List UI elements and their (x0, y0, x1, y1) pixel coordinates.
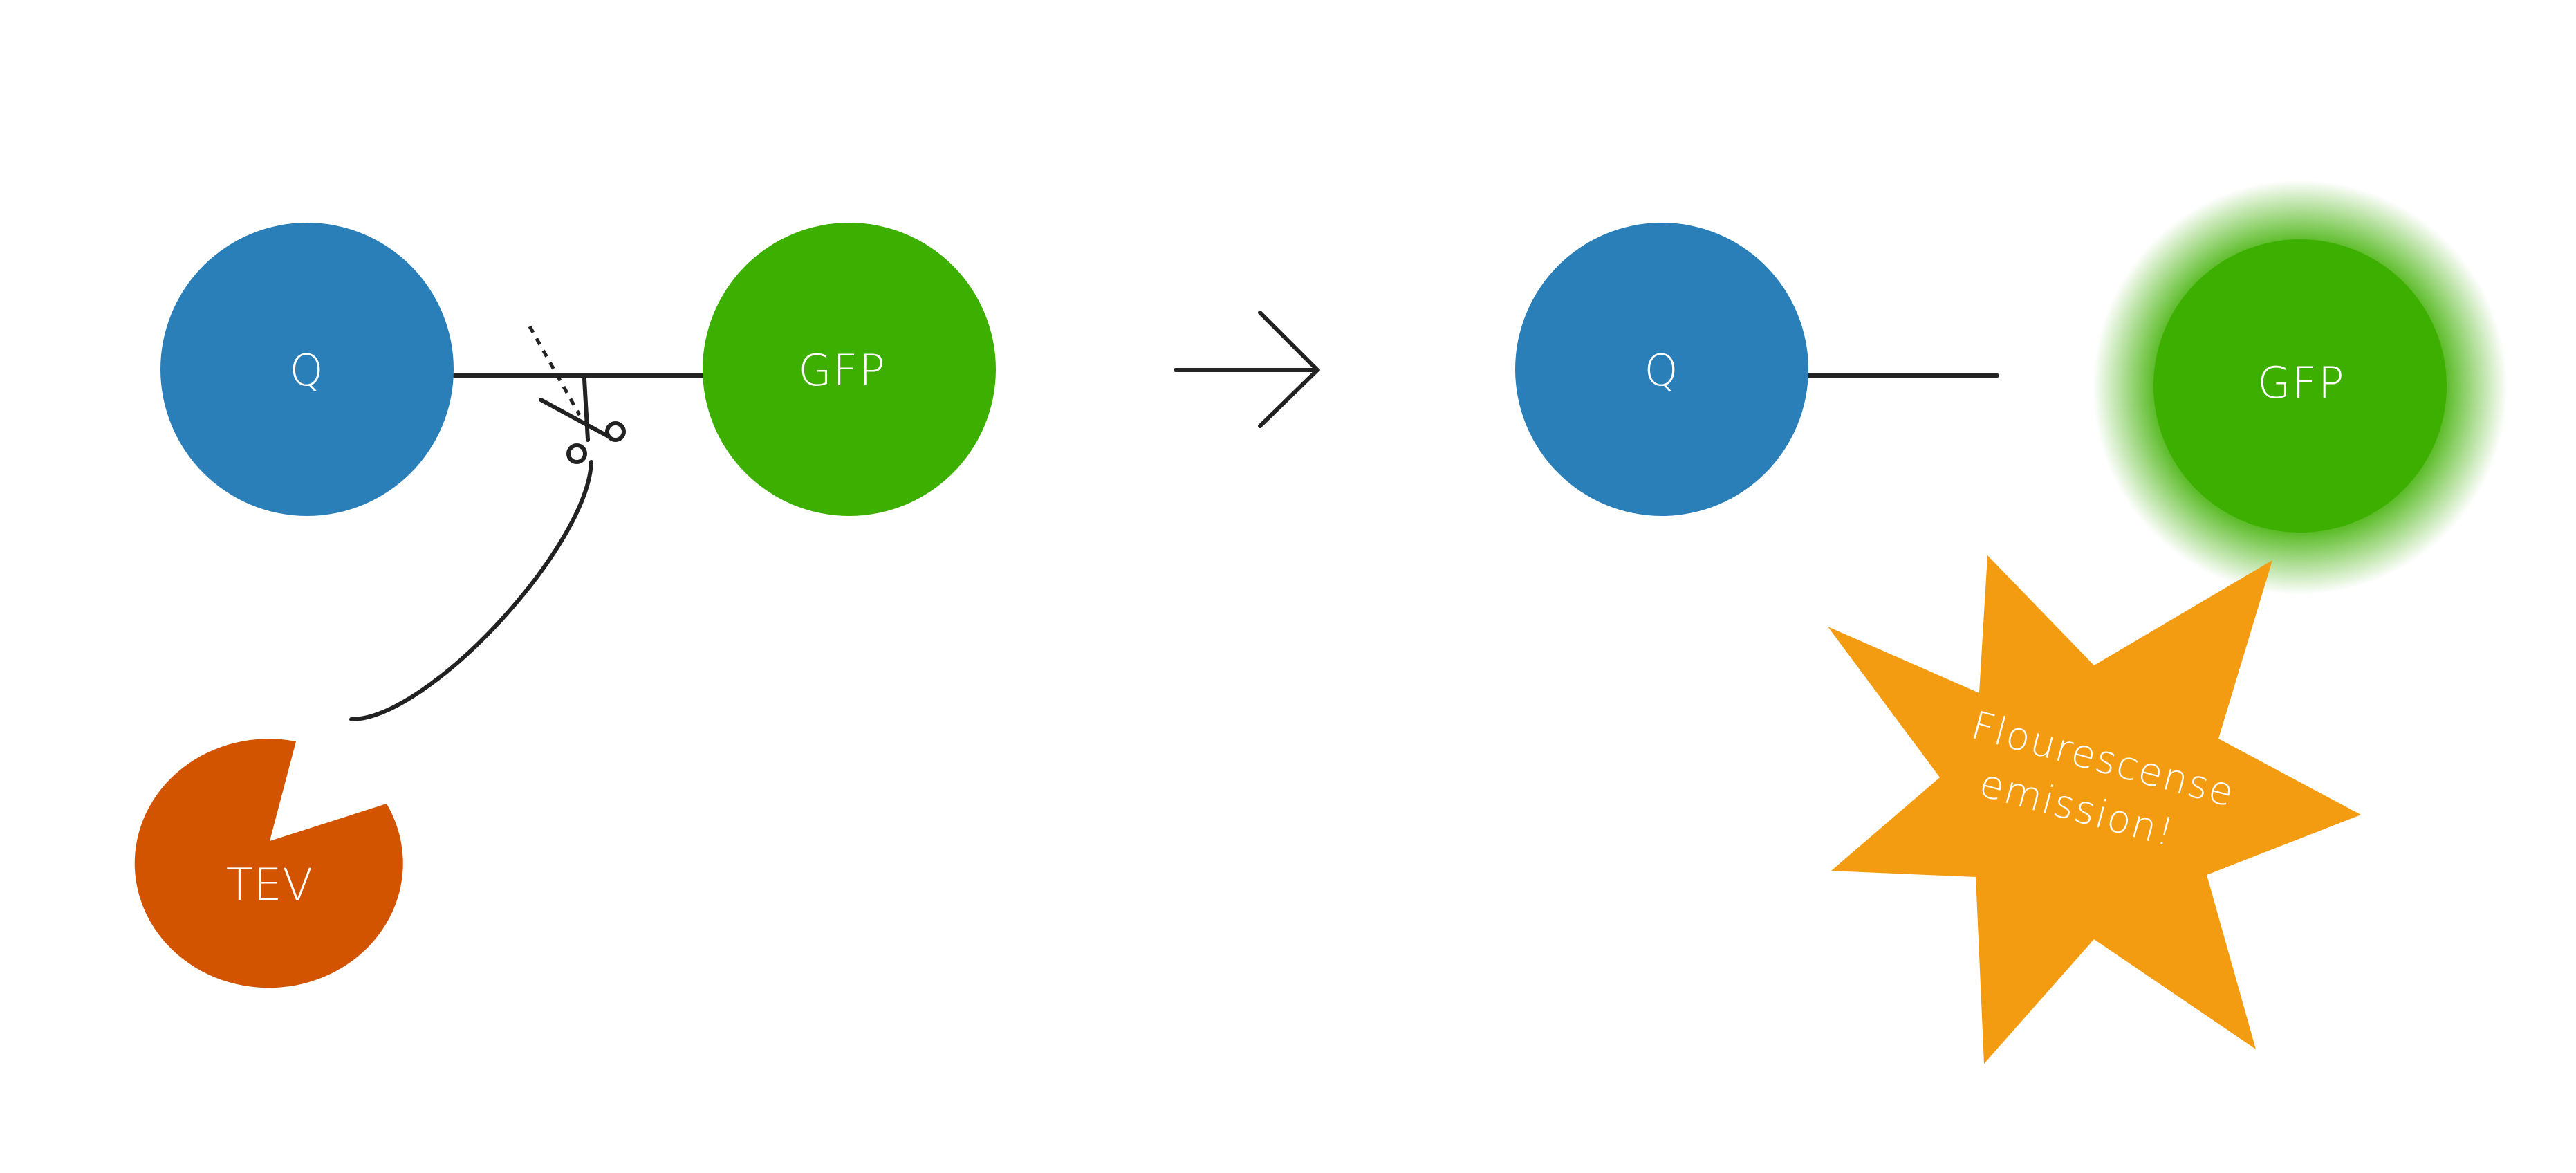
quencher-after: Q (1515, 223, 1808, 516)
quencher-before: Q (160, 223, 454, 516)
scissor-handle-2 (605, 421, 626, 442)
quencher-label: Q (1644, 345, 1680, 396)
scissor-blade-1 (582, 377, 590, 442)
fluorescence-starburst: Flourescense emission! (1828, 555, 2361, 1064)
scissor-blade-2 (539, 398, 609, 438)
tev-shape (134, 739, 403, 988)
tev-connector-curve (349, 460, 593, 721)
after-panel: Q GFP Flourescense emission! (1515, 180, 2508, 1064)
gfp-before: GFP (703, 223, 996, 516)
gfp-circle (703, 223, 996, 516)
quencher-label: Q (290, 345, 325, 396)
gfp-circle (2153, 239, 2447, 533)
gfp-label: GFP (798, 345, 886, 396)
quencher-circle (160, 223, 454, 516)
cut-mark-dotted (528, 325, 582, 416)
gfp-label: GFP (2257, 358, 2345, 408)
starburst-shape (1828, 555, 2361, 1064)
scissors-icon (528, 325, 626, 464)
scissor-handle-1 (566, 443, 587, 464)
before-panel: Q GFP TEV (134, 223, 996, 988)
tev-label: TEV (226, 860, 313, 912)
quencher-circle (1515, 223, 1808, 516)
tev-protease: TEV (134, 739, 403, 988)
gfp-after-glowing: GFP (2093, 180, 2508, 595)
arrow-right-icon (1174, 311, 1321, 428)
